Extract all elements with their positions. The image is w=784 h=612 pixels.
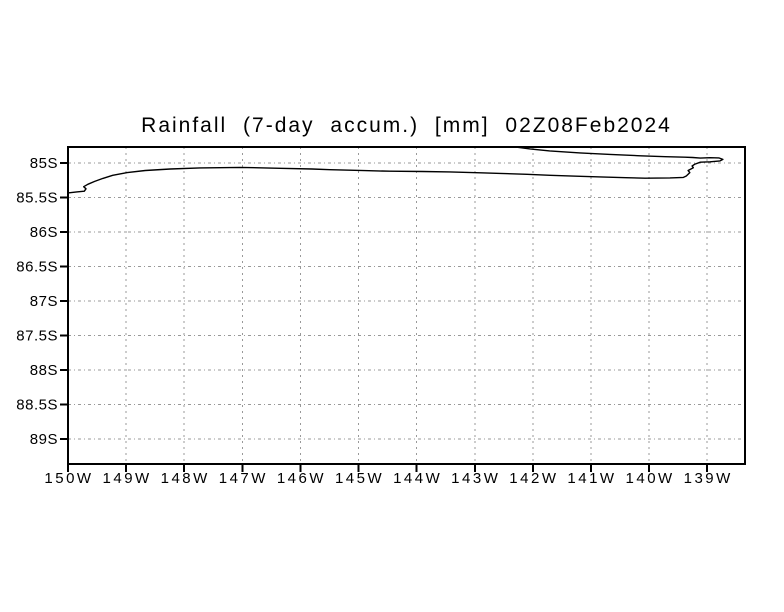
y-tick-label: 85S xyxy=(30,155,58,172)
chart-title: Rainfall (7-day accum.) [mm] 02Z08Feb202… xyxy=(141,114,672,137)
x-tick-label: 142W xyxy=(509,470,558,487)
x-tick-label: 139W xyxy=(684,470,733,487)
plot-frame xyxy=(67,146,746,465)
x-tick-label: 140W xyxy=(626,470,675,487)
y-tick-label: 89S xyxy=(30,431,58,448)
x-tick-label: 150W xyxy=(44,470,93,487)
y-tick-label: 87S xyxy=(30,293,58,310)
y-tick-label: 86S xyxy=(30,224,58,241)
y-tick-label: 88.5S xyxy=(16,397,58,414)
x-tick-label: 149W xyxy=(103,470,152,487)
x-tick-label: 148W xyxy=(161,470,210,487)
x-tick-label: 147W xyxy=(219,470,268,487)
y-tick-label: 87.5S xyxy=(16,328,58,345)
y-tick-label: 88S xyxy=(30,362,58,379)
y-tick-label: 85.5S xyxy=(16,189,58,206)
x-tick-label: 143W xyxy=(451,470,500,487)
y-tick-label: 86.5S xyxy=(16,258,58,275)
x-tick-label: 141W xyxy=(567,470,616,487)
x-tick-label: 144W xyxy=(393,470,442,487)
x-tick-label: 145W xyxy=(335,470,384,487)
x-tick-label: 146W xyxy=(277,470,326,487)
contour-line xyxy=(67,146,724,194)
